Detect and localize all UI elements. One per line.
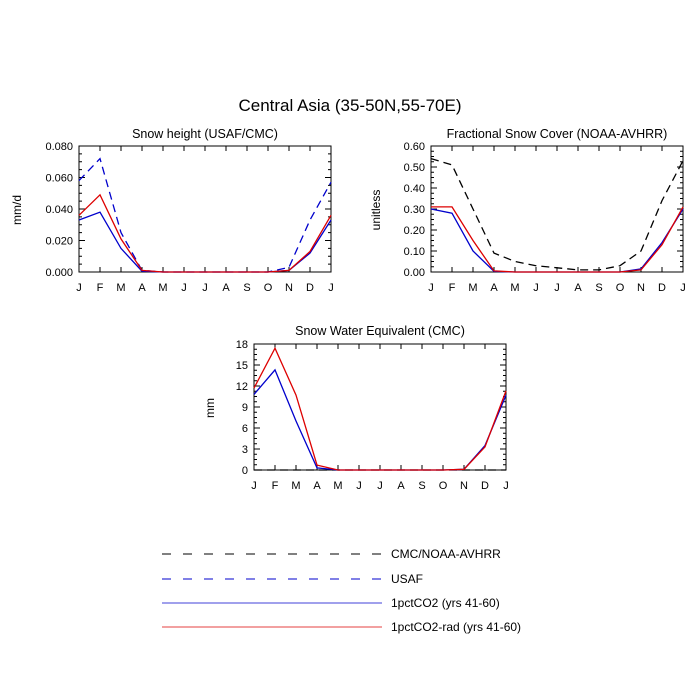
x-tick-label: F [272, 480, 279, 492]
y-tick-label: 15 [236, 360, 248, 372]
x-tick-label: M [116, 282, 125, 294]
x-tick-label: A [138, 282, 146, 294]
x-tick-label: J [76, 282, 82, 294]
x-tick-label: S [595, 282, 602, 294]
x-tick-label: O [264, 282, 273, 294]
x-tick-label: J [328, 282, 334, 294]
y-tick-label: 0.080 [45, 141, 73, 153]
x-tick-label: M [333, 480, 342, 492]
x-tick-label: A [574, 282, 582, 294]
x-tick-label: J [533, 282, 539, 294]
x-tick-label: M [510, 282, 519, 294]
x-tick-label: A [490, 282, 498, 294]
y-tick-label: 0.50 [404, 162, 425, 174]
x-tick-label: D [306, 282, 314, 294]
y-tick-label: 0.060 [45, 173, 73, 185]
legend-label: 1pctCO2-rad (yrs 41-60) [391, 620, 521, 634]
x-tick-label: J [181, 282, 187, 294]
x-tick-label: S [418, 480, 425, 492]
y-tick-label: 0.40 [404, 183, 425, 195]
x-tick-label: A [313, 480, 321, 492]
series-line-1pctco2-rad-yrs-41-60 [253, 346, 507, 471]
legend-item-1pctco2-rad: 1pctCO2-rad (yrs 41-60) [162, 620, 521, 634]
y-tick-label: 0.000 [45, 267, 73, 279]
x-tick-label: N [285, 282, 293, 294]
y-tick-label: 9 [242, 402, 248, 414]
x-tick-label: J [680, 282, 686, 294]
plot-frame [253, 343, 507, 471]
x-tick-label: S [243, 282, 250, 294]
y-tick-label: 0.040 [45, 204, 73, 216]
x-tick-label: J [251, 480, 257, 492]
plot-frame [430, 145, 684, 273]
panel-title: Snow Water Equivalent (CMC) [295, 324, 465, 338]
series-line-usaf [78, 157, 332, 273]
x-tick-label: N [460, 480, 468, 492]
y-tick-label: 18 [236, 339, 248, 351]
x-tick-label: D [481, 480, 489, 492]
legend-label: 1pctCO2 (yrs 41-60) [391, 596, 500, 610]
y-tick-label: 0.020 [45, 236, 73, 248]
plot-frame [78, 145, 332, 273]
y-tick-label: 0.00 [404, 267, 425, 279]
x-tick-label: A [222, 282, 230, 294]
legend-item-usaf: USAF [162, 572, 423, 586]
x-tick-label: M [291, 480, 300, 492]
y-tick-label: 6 [242, 423, 248, 435]
x-tick-label: J [202, 282, 208, 294]
x-tick-label: O [616, 282, 625, 294]
legend-label: CMC/NOAA-AVHRR [391, 547, 501, 561]
series-line-1pctco2-yrs-41-60 [430, 208, 684, 273]
x-tick-label: J [428, 282, 434, 294]
x-tick-label: D [658, 282, 666, 294]
legend-item-cmc-noaa-avhrr: CMC/NOAA-AVHRR [162, 547, 501, 561]
series-line-1pctco2-yrs-41-60 [78, 211, 332, 273]
y-tick-label: 0.30 [404, 204, 425, 216]
y-tick-label: 12 [236, 381, 248, 393]
panel-title: Snow height (USAF/CMC) [132, 127, 278, 141]
y-tick-label: 0.60 [404, 141, 425, 153]
y-tick-label: 0 [242, 465, 248, 477]
x-tick-label: N [637, 282, 645, 294]
x-tick-label: F [97, 282, 104, 294]
series-line-1pctco2-rad-yrs-41-60 [431, 206, 684, 273]
legend: CMC/NOAA-AVHRR USAF 1pctCO2 (yrs 41-60) … [162, 547, 521, 634]
x-tick-label: J [356, 480, 362, 492]
y-tick-label: 0.20 [404, 225, 425, 237]
x-tick-label: J [377, 480, 383, 492]
y-tick-label: 3 [242, 444, 248, 456]
legend-item-1pctco2: 1pctCO2 (yrs 41-60) [162, 596, 500, 610]
x-tick-label: M [158, 282, 167, 294]
series-line-1pctco2-rad-yrs-41-60 [78, 193, 332, 273]
figure-title: Central Asia (35-50N,55-70E) [238, 96, 461, 115]
x-tick-label: F [449, 282, 456, 294]
y-axis-label: mm/d [10, 195, 24, 225]
x-tick-label: O [439, 480, 448, 492]
legend-label: USAF [391, 572, 423, 586]
series-line-cmc-noaa-avhrr [430, 157, 684, 271]
panel-title: Fractional Snow Cover (NOAA-AVHRR) [447, 127, 668, 141]
y-tick-label: 0.10 [404, 246, 425, 258]
fractional-snow-cover-panel: Fractional Snow Cover (NOAA-AVHRR) unitl… [369, 127, 686, 294]
x-tick-label: J [503, 480, 509, 492]
y-axis-label: unitless [369, 190, 383, 231]
x-tick-label: M [468, 282, 477, 294]
x-tick-label: J [554, 282, 560, 294]
y-axis-label: mm [203, 398, 217, 418]
x-tick-label: A [397, 480, 405, 492]
